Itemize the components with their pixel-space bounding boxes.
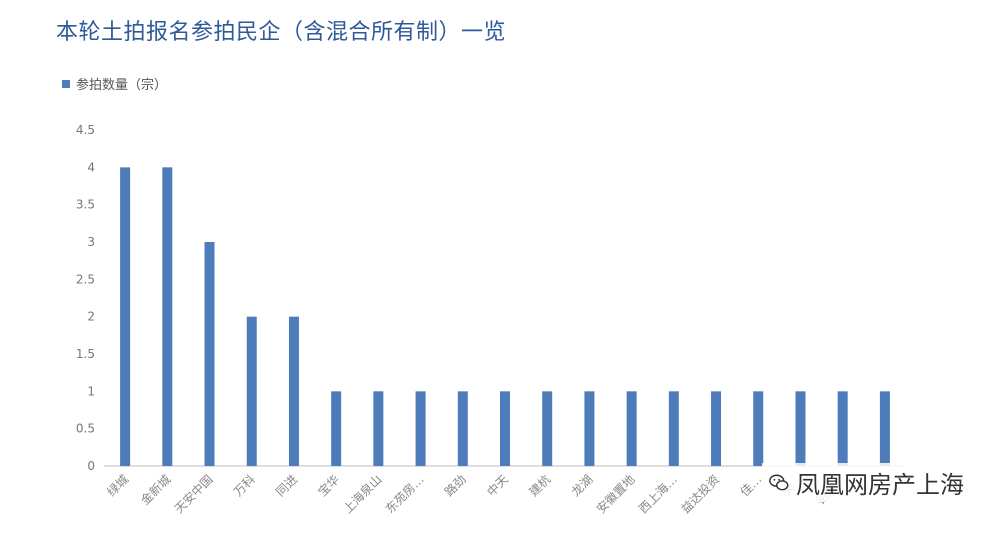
y-tick-label: 0.5 — [76, 422, 95, 436]
bar — [288, 316, 299, 466]
x-tick-label: 天安中国 — [171, 472, 216, 517]
bar — [668, 391, 679, 466]
bar — [879, 391, 890, 466]
x-tick-label: 路劲 — [441, 472, 469, 500]
bar — [204, 242, 215, 466]
x-tick-label: 佳… — [738, 472, 765, 499]
bar — [542, 391, 553, 466]
bar — [246, 316, 257, 466]
bar — [626, 391, 637, 466]
chart-legend: 参拍数量（宗） — [62, 74, 167, 93]
y-tick-label: 2 — [87, 310, 95, 324]
bar — [373, 391, 384, 466]
y-tick-label: 4.5 — [76, 123, 95, 137]
bar — [753, 391, 764, 466]
x-tick-label: 中天 — [484, 472, 512, 500]
bar — [795, 391, 806, 466]
y-tick-label: 3.5 — [76, 198, 95, 212]
bar — [500, 391, 510, 466]
x-tick-label: 宝华 — [315, 472, 342, 499]
bar — [162, 167, 173, 467]
y-tick-label: 2.5 — [76, 272, 95, 286]
watermark: 凤凰网房产上海 — [762, 463, 970, 502]
x-tick-label: 安徽置地 — [593, 472, 638, 517]
page-title: 本轮土拍报名参拍民企（含混合所有制）一览 — [56, 20, 507, 45]
bar — [331, 391, 342, 466]
x-tick-label: 万科 — [231, 472, 258, 499]
bar — [457, 391, 468, 466]
x-tick-label: 西上海… — [635, 472, 680, 517]
x-tick-label: 建杭 — [526, 472, 554, 500]
bar — [415, 391, 426, 466]
y-tick-label: 1.5 — [76, 347, 95, 361]
bar — [837, 391, 848, 466]
bar — [120, 167, 131, 467]
bars — [120, 167, 890, 467]
legend-swatch — [62, 79, 70, 88]
y-axis-ticks: 0 0.5 1 1.5 2 2.5 3 3.5 4 4.5 — [76, 123, 95, 473]
y-tick-label: 1 — [87, 384, 95, 398]
watermark-text: 凤凰网房产上海 — [796, 471, 964, 499]
bar — [711, 391, 722, 466]
y-tick-label: 3 — [87, 235, 95, 249]
y-tick-label: 0 — [87, 459, 95, 473]
x-tick-label: 绿城 — [104, 472, 132, 500]
x-tick-label: 金新城 — [137, 472, 173, 508]
legend-label: 参拍数量（宗） — [76, 78, 168, 93]
y-tick-label: 4 — [87, 160, 95, 174]
x-tick-label: 东苑房… — [382, 472, 427, 517]
x-tick-label: 同进 — [273, 472, 300, 499]
wechat-icon — [769, 473, 789, 490]
bar — [584, 391, 595, 466]
x-tick-label: 益达投资 — [678, 472, 723, 517]
x-tick-label: 龙湖 — [568, 472, 596, 500]
x-tick-label: 上海泉山 — [340, 472, 385, 517]
